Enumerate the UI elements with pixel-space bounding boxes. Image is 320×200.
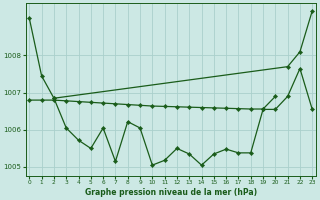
X-axis label: Graphe pression niveau de la mer (hPa): Graphe pression niveau de la mer (hPa) — [85, 188, 257, 197]
